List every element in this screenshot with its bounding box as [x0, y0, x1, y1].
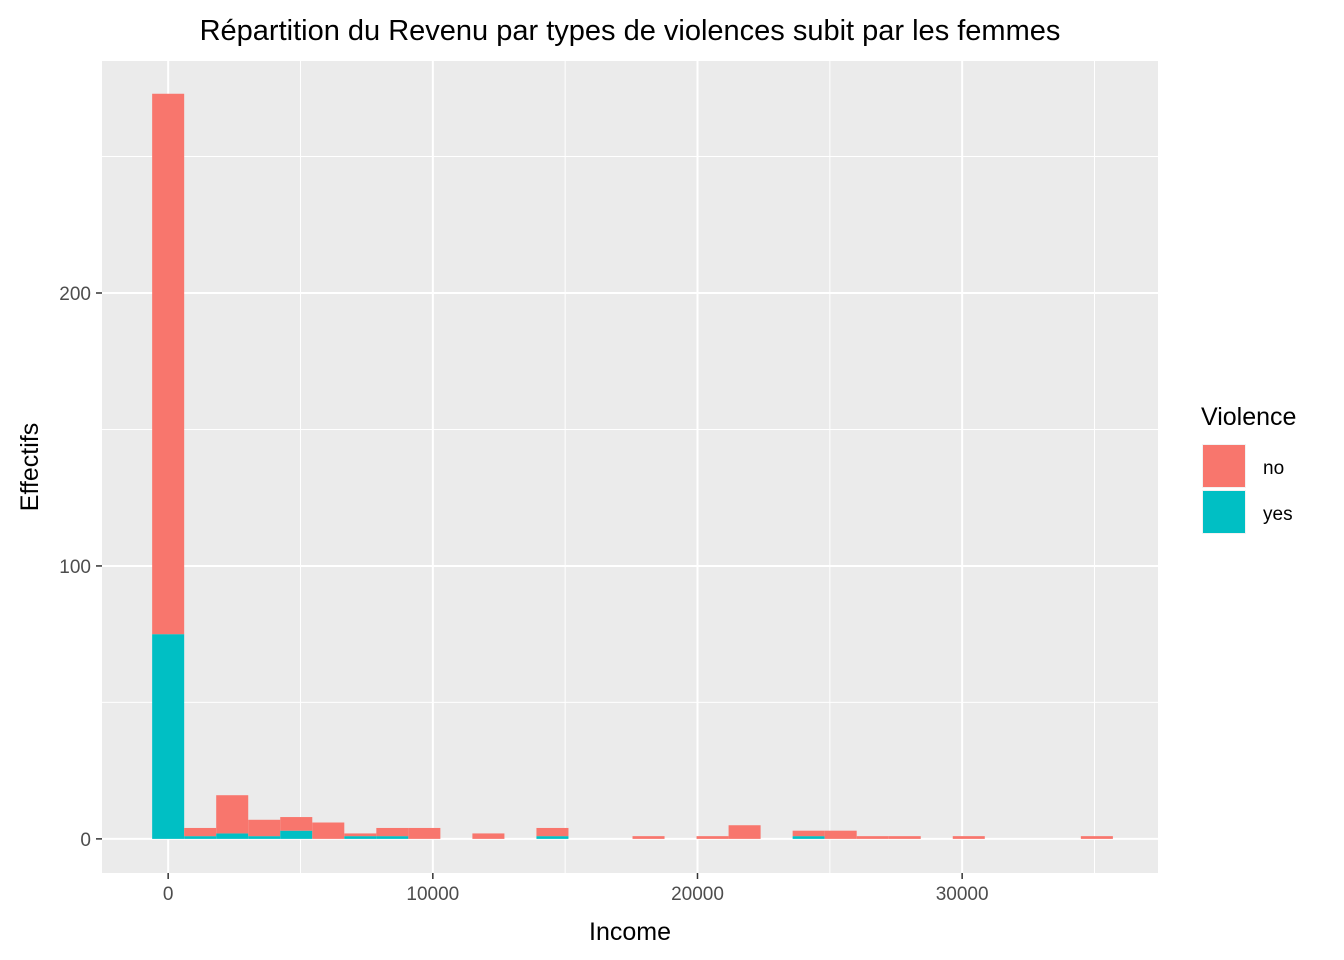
- y-tick-label: 100: [59, 557, 91, 578]
- bar-yes: [344, 836, 377, 839]
- y-axis: 0 100 200: [59, 284, 102, 851]
- bar-no: [1080, 836, 1113, 839]
- legend: Violence no yes: [1201, 403, 1296, 534]
- bar-yes: [792, 836, 825, 839]
- bar-no: [216, 795, 249, 834]
- bar-no: [856, 836, 889, 839]
- bar-yes: [216, 833, 249, 839]
- bar-yes: [536, 836, 569, 839]
- x-tick-label: 0: [163, 884, 174, 905]
- minor-gridlines: [102, 61, 1158, 873]
- bar-no: [536, 827, 569, 837]
- bar-no: [824, 830, 857, 839]
- x-axis-title: Income: [589, 918, 671, 946]
- legend-title: Violence: [1201, 403, 1296, 431]
- legend-swatch-no: [1203, 445, 1245, 487]
- bar-no: [376, 827, 409, 837]
- bar-no: [696, 836, 729, 839]
- bar-no: [248, 819, 281, 837]
- x-tick-label: 20000: [671, 884, 724, 905]
- bar-no: [408, 827, 441, 839]
- legend-swatch-yes: [1203, 491, 1245, 533]
- bar-no: [184, 827, 217, 837]
- bar-no: [472, 833, 505, 839]
- legend-label-no: no: [1263, 458, 1284, 479]
- bar-no: [888, 836, 921, 839]
- bar-no: [792, 830, 825, 837]
- chart-title: Répartition du Revenu par types de viole…: [200, 15, 1061, 47]
- histogram-bars: [152, 93, 1113, 839]
- bar-yes: [248, 836, 281, 839]
- bar-no: [728, 825, 761, 839]
- bar-no: [152, 93, 185, 635]
- plot-panel: [102, 61, 1158, 873]
- x-tick-label: 30000: [936, 884, 989, 905]
- bar-no: [632, 836, 665, 839]
- bar-yes: [376, 836, 409, 839]
- x-axis: 0 10000 20000 30000: [163, 873, 989, 905]
- bar-yes: [184, 836, 217, 839]
- bar-no: [344, 833, 377, 837]
- y-axis-title: Effectifs: [16, 423, 44, 511]
- bar-no: [312, 822, 345, 839]
- x-tick-label: 10000: [406, 884, 459, 905]
- y-tick-label: 0: [80, 830, 91, 851]
- bar-yes: [152, 634, 185, 839]
- y-tick-label: 200: [59, 284, 91, 305]
- bar-no: [952, 836, 985, 839]
- bar-no: [280, 817, 313, 831]
- legend-label-yes: yes: [1263, 504, 1293, 525]
- bar-yes: [280, 830, 313, 839]
